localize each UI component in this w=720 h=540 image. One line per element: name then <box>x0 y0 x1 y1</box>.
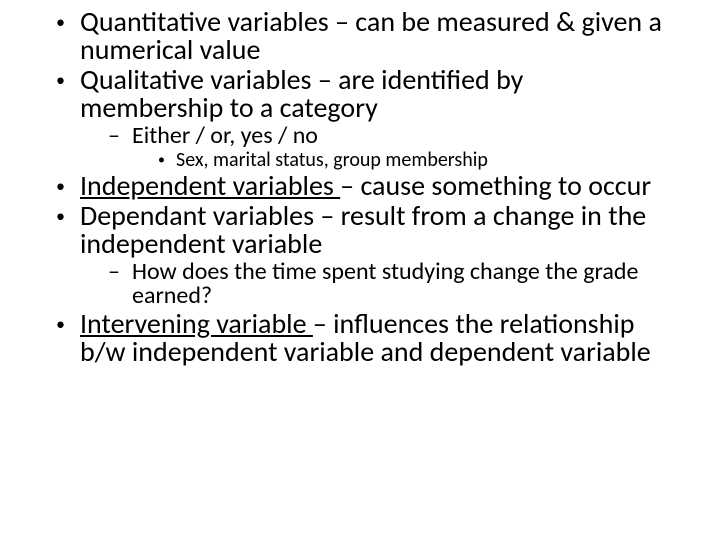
bullet-list-level2: Either / or, yes / no Sex, marital statu… <box>80 124 670 170</box>
bullet-text: How does the time spent studying change … <box>132 257 638 310</box>
list-item: Independent variables – cause something … <box>50 172 670 200</box>
list-item: Quantitative variables – can be measured… <box>50 8 670 64</box>
bullet-list-level1: Quantitative variables – can be measured… <box>50 8 670 366</box>
list-item: Sex, marital status, group membership <box>158 150 670 170</box>
list-item: Qualitative variables – are identified b… <box>50 66 670 170</box>
bullet-text: Dependant variables – result from a chan… <box>80 198 646 261</box>
list-item: Dependant variables – result from a chan… <box>50 202 670 308</box>
bullet-text: Qualitative variables – are identified b… <box>80 62 523 125</box>
list-item: How does the time spent studying change … <box>108 260 670 308</box>
slide: Quantitative variables – can be measured… <box>0 0 720 540</box>
bullet-text: Either / or, yes / no <box>132 121 318 150</box>
bullet-text: Quantitative variables – can be measured… <box>80 4 662 67</box>
bullet-list-level2: How does the time spent studying change … <box>80 260 670 308</box>
list-item: Either / or, yes / no Sex, marital statu… <box>108 124 670 170</box>
bullet-list-level3: Sex, marital status, group membership <box>132 150 670 170</box>
list-item: Intervening variable – influences the re… <box>50 310 670 366</box>
